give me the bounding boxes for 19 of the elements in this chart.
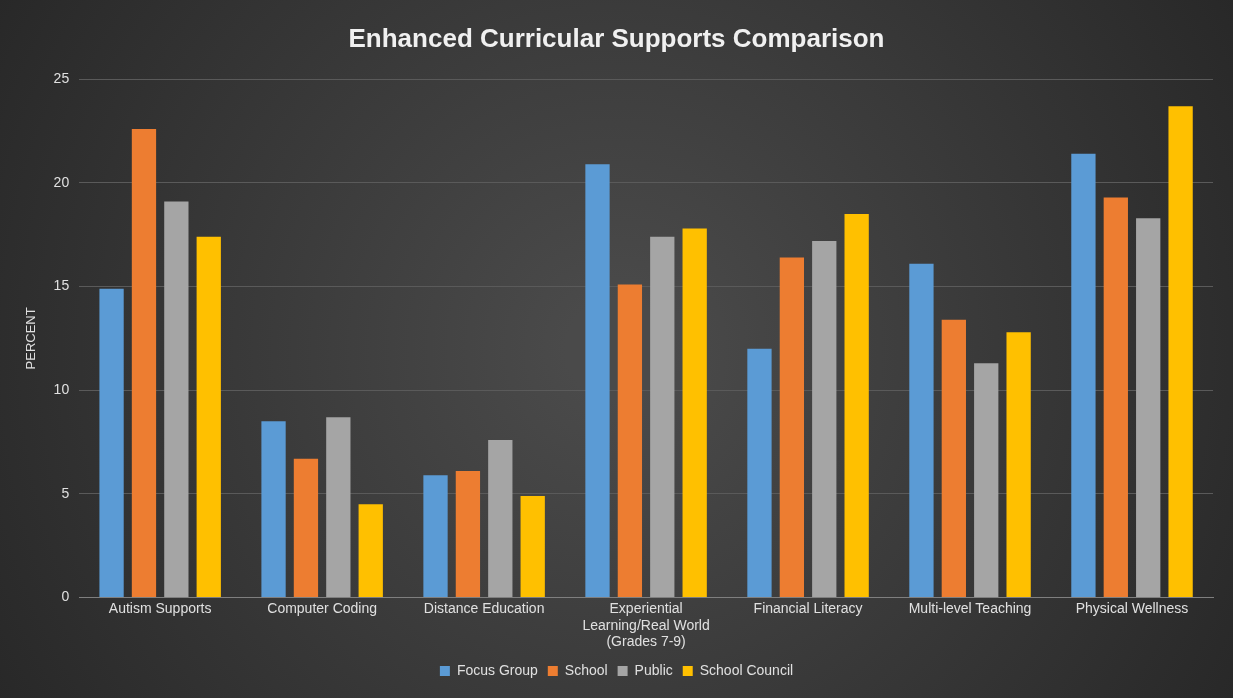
chart-title: Enhanced Curricular Supports Comparison [348, 22, 885, 53]
y-tick-label: 5 [61, 484, 70, 501]
legend-label: Focus Group [456, 661, 539, 678]
legend-label: Public [634, 661, 673, 678]
x-tick-label: Computer Coding [267, 599, 377, 616]
x-tick-label: Financial Literacy [753, 599, 863, 616]
y-tick-label: 10 [53, 381, 70, 398]
x-tick-label: Multi-level Teaching [908, 599, 1032, 616]
y-tick-label: 15 [53, 277, 70, 294]
y-tick-label: 20 [53, 173, 70, 190]
x-tick-label: Physical Wellness [1075, 599, 1189, 616]
x-tick-label: Distance Education [423, 599, 545, 616]
y-tick-label: 25 [53, 70, 70, 87]
y-tick-label: 0 [61, 588, 70, 605]
legend-label: School [564, 661, 608, 678]
x-tick-label: Autism Supports [108, 599, 212, 616]
legend-label: School Council [699, 661, 794, 678]
x-tick-label: Experiential Learning/Real World (Grades 7-9) [582, 599, 710, 650]
y-axis-title: PERCENT [23, 307, 39, 370]
